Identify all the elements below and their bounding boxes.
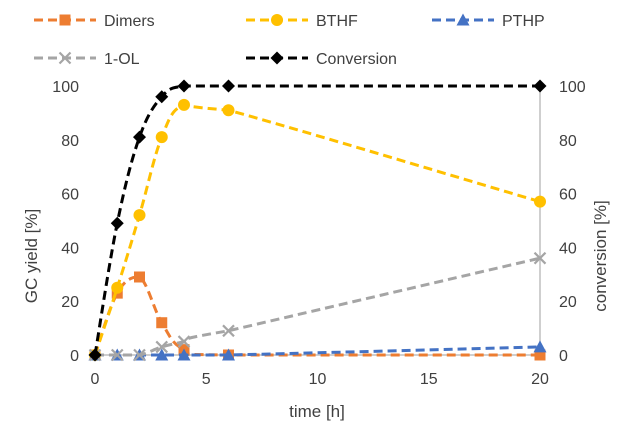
- data-point-bthf: [178, 98, 190, 111]
- legend-item-1-ol: 1-OL: [34, 51, 140, 68]
- legend-label-1-ol: 1-OL: [104, 51, 140, 68]
- data-point-1-ol: [155, 340, 169, 354]
- legend: Dimers BTHF PTHP 1-OL Conversion: [34, 13, 545, 68]
- legend-label-bthf: BTHF: [316, 13, 358, 30]
- series-line-conversion: [93, 84, 540, 356]
- legend-label-dimers: Dimers: [104, 13, 155, 30]
- y2-axis-title: conversion [%]: [591, 200, 610, 312]
- data-point-pthp: [155, 348, 169, 361]
- x-tick-label: 0: [91, 371, 100, 388]
- data-point-pthp: [533, 340, 547, 353]
- y-tick-label: 100: [52, 79, 79, 96]
- data-point-1-ol: [133, 348, 146, 362]
- legend-marker-conversion: [270, 51, 284, 65]
- data-point-bthf: [534, 195, 546, 208]
- x-tick-label: 20: [531, 371, 549, 388]
- series-line-dimers: [93, 275, 540, 357]
- data-point-bthf: [133, 209, 146, 222]
- data-point-conversion: [133, 130, 146, 144]
- legend-marker-dimers: [59, 14, 71, 26]
- y2-tick-label: 60: [559, 187, 577, 204]
- data-point-dimers: [156, 317, 168, 329]
- legend-marker-1-ol: [58, 51, 72, 65]
- data-point-conversion: [222, 79, 235, 93]
- data-point-conversion: [88, 348, 102, 362]
- data-point-pthp: [177, 348, 191, 361]
- y-axis-title: GC yield [%]: [22, 209, 41, 303]
- data-point-bthf: [155, 131, 168, 144]
- y2-tick-label: 40: [559, 240, 577, 257]
- legend-item-conversion: Conversion: [246, 51, 397, 68]
- series-line-1-ol: [95, 256, 541, 357]
- y2-tick-label: 20: [559, 294, 577, 311]
- legend-label-conversion: Conversion: [316, 51, 397, 68]
- data-point-1-ol: [177, 335, 191, 348]
- y-tick-label: 20: [61, 294, 79, 311]
- x-tick-label: 5: [202, 371, 211, 388]
- data-point-pthp: [222, 348, 235, 361]
- legend-marker-pthp: [456, 13, 470, 26]
- axes: 0 5 10 15 20 0 20 40 60 80 100 0 20 40 60 80 100: [52, 79, 586, 388]
- data-point-conversion: [533, 79, 547, 93]
- y-tick-label: 40: [61, 240, 79, 257]
- data-point-dimers: [134, 271, 145, 283]
- y2-tick-label: 0: [559, 348, 568, 365]
- data-point-bthf: [222, 104, 235, 117]
- plot-area: [88, 79, 547, 362]
- legend-item-bthf: BTHF: [246, 13, 358, 30]
- x-tick-label: 15: [420, 371, 438, 388]
- legend-item-dimers: Dimers: [34, 13, 155, 30]
- y-tick-label: 80: [61, 133, 79, 150]
- x-axis-title: time [h]: [289, 402, 345, 421]
- data-point-dimers: [534, 349, 546, 361]
- y2-tick-label: 100: [559, 79, 586, 96]
- series-1-ol: [88, 251, 547, 362]
- legend-marker-bthf: [271, 14, 283, 26]
- y2-tick-label: 80: [559, 133, 577, 150]
- data-point-1-ol: [110, 348, 124, 362]
- legend-label-pthp: PTHP: [502, 13, 545, 30]
- data-point-conversion: [155, 90, 169, 104]
- data-point-bthf: [111, 281, 124, 294]
- data-point-1-ol: [222, 324, 235, 338]
- data-point-conversion: [110, 216, 124, 230]
- series-line-bthf: [93, 103, 541, 356]
- y-tick-label: 0: [70, 348, 79, 365]
- series-conversion: [88, 79, 547, 362]
- x-tick-label: 10: [309, 371, 327, 388]
- y-tick-label: 60: [61, 187, 79, 204]
- data-point-1-ol: [533, 251, 547, 265]
- legend-item-pthp: PTHP: [432, 13, 545, 30]
- data-point-conversion: [177, 79, 191, 93]
